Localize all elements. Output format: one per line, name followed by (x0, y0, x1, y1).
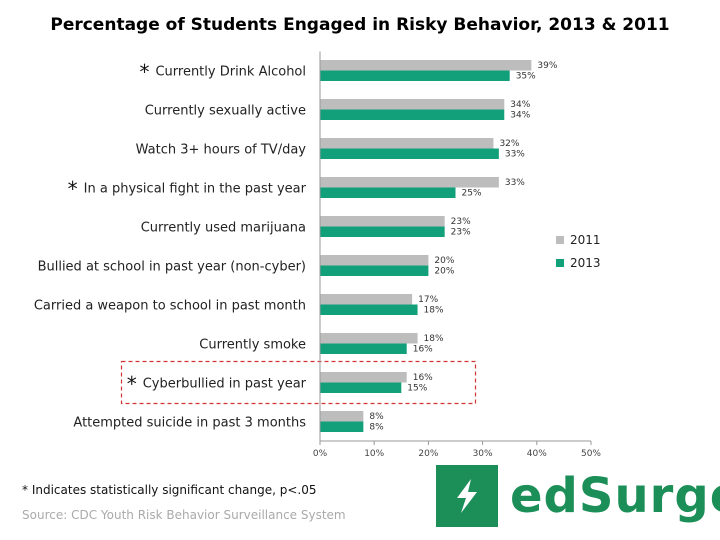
source-note: Source: CDC Youth Risk Behavior Surveill… (22, 508, 346, 522)
bar-2013 (320, 226, 445, 237)
category-label: Carried a weapon to school in past month (34, 299, 306, 314)
data-label-2011: 32% (499, 139, 519, 149)
data-label-2013: 16% (413, 345, 433, 355)
lightning-bolt-icon (457, 479, 477, 513)
data-label-2013: 25% (462, 189, 482, 199)
bar-2011 (320, 99, 505, 110)
chart-title: Percentage of Students Engaged in Risky … (50, 15, 670, 35)
edsurge-logo: edSurge (436, 465, 720, 527)
data-label-2013: 8% (369, 423, 384, 433)
x-tick-label: 10% (364, 449, 384, 459)
data-label-2013: 35% (516, 72, 536, 82)
category-label: Currently Drink Alcohol (155, 65, 306, 80)
data-label-2011: 20% (434, 256, 454, 266)
data-label-2013: 18% (424, 306, 444, 316)
category-label: Bullied at school in past year (non-cybe… (38, 260, 306, 275)
data-label-2011: 33% (505, 178, 525, 188)
category-label: Cyberbullied in past year (143, 377, 307, 392)
bar-2013 (320, 421, 364, 432)
data-label-2011: 34% (510, 100, 530, 110)
bar-2013 (320, 187, 456, 198)
x-tick-label: 50% (581, 449, 601, 459)
bar-2013 (320, 343, 407, 354)
footnote: * Indicates statistically significant ch… (22, 483, 317, 497)
data-label-2013: 15% (407, 384, 427, 394)
category-label: Currently smoke (199, 338, 306, 353)
bar-2011 (320, 411, 364, 422)
significance-asterisk: * (68, 177, 78, 201)
data-label-2011: 39% (537, 61, 557, 71)
bar-2011 (320, 294, 413, 305)
data-label-2011: 23% (451, 217, 471, 227)
significance-asterisk: * (139, 60, 149, 84)
category-label: Watch 3+ hours of TV/day (136, 143, 307, 158)
category-label: Attempted suicide in past 3 months (73, 416, 306, 431)
bar-2011 (320, 255, 429, 266)
bar-2011 (320, 216, 445, 227)
x-tick-label: 20% (418, 449, 438, 459)
data-label-2011: 16% (413, 373, 433, 383)
bar-2011 (320, 60, 532, 71)
category-label: Currently used marijuana (141, 221, 306, 236)
bar-2013 (320, 382, 402, 393)
highlight-box (120, 360, 477, 405)
bar-2013 (320, 265, 429, 276)
bar-2011 (320, 138, 494, 149)
data-label-2013: 34% (510, 111, 530, 121)
legend-label-2013: 2013 (570, 256, 601, 270)
legend-label-2011: 2011 (570, 233, 601, 247)
data-label-2011: 18% (424, 334, 444, 344)
category-label: Currently sexually active (145, 104, 306, 119)
bar-2011 (320, 177, 499, 188)
bar-2011 (320, 333, 418, 344)
x-tick-label: 0% (313, 449, 328, 459)
bar-2013 (320, 109, 505, 120)
category-label: In a physical fight in the past year (84, 182, 307, 197)
legend-swatch-2011 (556, 236, 564, 244)
legend-swatch-2013 (556, 259, 564, 267)
bar-2013 (320, 148, 499, 159)
x-tick-label: 40% (527, 449, 547, 459)
bar-2013 (320, 304, 418, 315)
logo-wordmark: edSurge (510, 468, 720, 524)
bar-2013 (320, 70, 510, 81)
x-tick-label: 30% (473, 449, 493, 459)
significance-asterisk: * (127, 372, 137, 396)
data-label-2013: 33% (505, 150, 525, 160)
data-label-2013: 20% (434, 267, 454, 277)
data-label-2011: 8% (369, 412, 384, 422)
data-label-2011: 17% (418, 295, 438, 305)
logo-mark (436, 465, 498, 527)
bar-chart: 39%35% Currently Drink Alcohol * 34%34% Curr… (34, 51, 601, 459)
data-label-2013: 23% (451, 228, 471, 238)
bar-2011 (320, 372, 407, 383)
